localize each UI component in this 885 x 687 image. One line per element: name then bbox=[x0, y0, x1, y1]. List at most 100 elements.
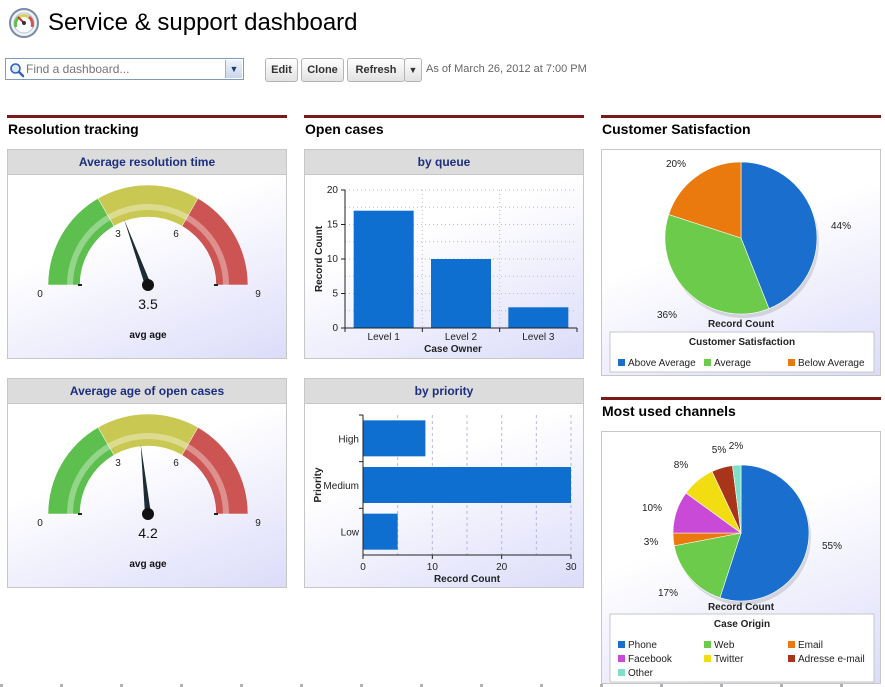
legend-swatch bbox=[618, 359, 625, 366]
panel-title: Average age of open cases bbox=[8, 379, 286, 404]
gauge-needle-hub bbox=[142, 508, 154, 520]
pie-percent-label: 2% bbox=[729, 441, 744, 452]
x-tick-label: Level 2 bbox=[445, 332, 478, 343]
gauge-value-label: 3.5 bbox=[138, 296, 158, 312]
bar bbox=[353, 210, 414, 328]
pie-percent-label: 44% bbox=[831, 221, 851, 232]
legend-swatch bbox=[704, 359, 711, 366]
pie-slice bbox=[668, 161, 742, 239]
chart-panel-by-queue[interactable]: Level 1 Level 2 Level 3 0 5 10 15 20 Case Owner R… bbox=[304, 149, 584, 359]
pie-chart: 55% 17% 3% 10% 8% 5% 2% Record Count Case Origin… bbox=[609, 441, 875, 683]
legend-title: Customer Satisfaction bbox=[689, 337, 795, 348]
y-tick-label: 5 bbox=[332, 289, 338, 300]
dashboard-header: Service & support dashboard bbox=[8, 6, 358, 40]
chart-panel-case-origin[interactable]: 55% 17% 3% 10% 8% 5% 2% Record Count Case Origin… bbox=[601, 431, 881, 684]
column-title: Open cases bbox=[305, 121, 384, 137]
y-tick-label: Medium bbox=[323, 481, 359, 492]
y-tick-label: 20 bbox=[327, 185, 339, 196]
legend-label: Other bbox=[628, 668, 654, 679]
legend-box bbox=[609, 331, 875, 373]
gauge-tick-label: 3 bbox=[115, 229, 121, 240]
dashboard-search[interactable]: ▼ bbox=[5, 58, 244, 80]
legend-label: Average bbox=[714, 358, 752, 369]
gauge-needle bbox=[140, 444, 151, 515]
pie-percent-label: 3% bbox=[644, 537, 659, 548]
gauge-needle bbox=[124, 219, 151, 287]
legend-label: Twitter bbox=[714, 654, 744, 665]
y-axis-label: Priority bbox=[313, 467, 324, 502]
column-header-resolution: Resolution tracking bbox=[7, 115, 287, 137]
pie-slice bbox=[719, 464, 810, 602]
legend-swatch bbox=[704, 655, 711, 662]
gauge-caption: avg age bbox=[129, 330, 167, 341]
column-title: Most used channels bbox=[602, 403, 736, 419]
gauge-chart: 0 3 6 9 3.5 avg age bbox=[37, 184, 261, 341]
y-tick-label: 10 bbox=[327, 254, 339, 265]
legend-swatch bbox=[618, 641, 625, 648]
y-tick-label: Low bbox=[341, 528, 360, 539]
pie-percent-label: 17% bbox=[658, 588, 678, 599]
gauge-panel-resolution-time[interactable]: 0 3 6 9 3.5 avg age Average resolution time bbox=[7, 149, 287, 359]
pie-slice bbox=[740, 161, 818, 310]
panel-title: Average resolution time bbox=[8, 150, 286, 175]
gauge-band bbox=[181, 198, 249, 286]
legend-label: Above Average bbox=[628, 358, 696, 369]
legend-swatch bbox=[618, 655, 625, 662]
x-tick-label: Level 3 bbox=[522, 332, 555, 343]
gauge-tick-label: 6 bbox=[173, 229, 179, 240]
gauge-tick-label: 0 bbox=[37, 289, 43, 300]
legend-swatch bbox=[788, 359, 795, 366]
bar-chart: High Medium Low 0 10 20 30 Record Count Priority bbox=[313, 414, 577, 585]
legend-swatch bbox=[704, 641, 711, 648]
y-tick-label: 0 bbox=[332, 323, 338, 334]
legend-swatch bbox=[788, 655, 795, 662]
pie-slice bbox=[732, 464, 742, 534]
gauge-chart: 0 3 6 9 4.2 avg age bbox=[37, 413, 261, 570]
gauge-value-label: 4.2 bbox=[138, 525, 158, 541]
gauge-tick-label: 9 bbox=[255, 289, 261, 300]
x-tick-label: 20 bbox=[496, 562, 508, 573]
bar bbox=[431, 259, 491, 328]
chart-panel-by-priority[interactable]: High Medium Low 0 10 20 30 Record Count Priority… bbox=[304, 378, 584, 588]
speedometer-icon bbox=[9, 8, 39, 38]
x-tick-label: 0 bbox=[360, 562, 366, 573]
bar-chart: Level 1 Level 2 Level 3 0 5 10 15 20 Case Owner R… bbox=[314, 185, 578, 355]
legend-label: Phone bbox=[628, 640, 657, 651]
page-bottom-edge bbox=[0, 684, 885, 687]
pie-percent-label: 20% bbox=[666, 159, 686, 170]
pie-percent-label: 5% bbox=[712, 445, 727, 456]
panel-title: by priority bbox=[305, 379, 583, 404]
y-tick-label: 15 bbox=[327, 220, 339, 231]
legend-title: Case Origin bbox=[714, 619, 770, 630]
gauge-tick-label: 9 bbox=[255, 518, 261, 529]
clone-button[interactable]: Clone bbox=[301, 58, 344, 82]
legend-swatch bbox=[618, 669, 625, 676]
pie-slice bbox=[673, 532, 742, 599]
edit-button[interactable]: Edit bbox=[265, 58, 298, 82]
legend-label: Adresse e-mail bbox=[798, 654, 865, 665]
column-title: Customer Satisfaction bbox=[602, 121, 751, 137]
refresh-button[interactable]: Refresh bbox=[347, 58, 405, 82]
gauge-panel-open-case-age[interactable]: 0 3 6 9 4.2 avg age Average age of open cases bbox=[7, 378, 287, 588]
chart-panel-customer-satisfaction[interactable]: 44% 36% 20% Record Count Customer Satisfacti… bbox=[601, 149, 881, 376]
pie-percent-label: 55% bbox=[822, 541, 842, 552]
pie-percent-label: 10% bbox=[642, 503, 662, 514]
panel-title: by queue bbox=[305, 150, 583, 175]
bar bbox=[363, 513, 398, 550]
dashboard-toolbar: ▼ Edit Clone Refresh ▼ As of March 26, 2… bbox=[5, 58, 605, 82]
gauge-highlight bbox=[67, 433, 229, 515]
x-tick-label: 30 bbox=[565, 562, 577, 573]
chevron-down-icon[interactable]: ▼ bbox=[225, 60, 242, 78]
pie-chart: 44% 36% 20% Record Count Customer Satisfacti… bbox=[609, 159, 875, 373]
refresh-options-button[interactable]: ▼ bbox=[404, 58, 422, 82]
pie-percent-label: 8% bbox=[674, 460, 689, 471]
gauge-tick-label: 6 bbox=[173, 458, 179, 469]
legend-box bbox=[609, 613, 875, 683]
column-header-satisfaction: Customer Satisfaction bbox=[601, 115, 881, 137]
search-input[interactable] bbox=[26, 61, 222, 77]
column-header-open-cases: Open cases bbox=[304, 115, 584, 137]
bar bbox=[363, 467, 571, 503]
gauge-caption: avg age bbox=[129, 559, 167, 570]
search-icon bbox=[10, 63, 25, 78]
legend-label: Web bbox=[714, 640, 735, 651]
